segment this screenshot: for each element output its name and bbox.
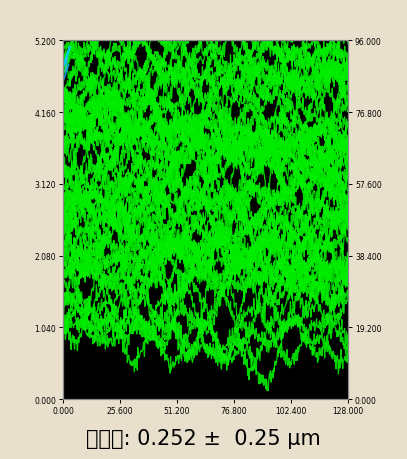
Text: 거칠기: 0.252 ±  0.25 μm: 거칠기: 0.252 ± 0.25 μm [86,428,321,448]
